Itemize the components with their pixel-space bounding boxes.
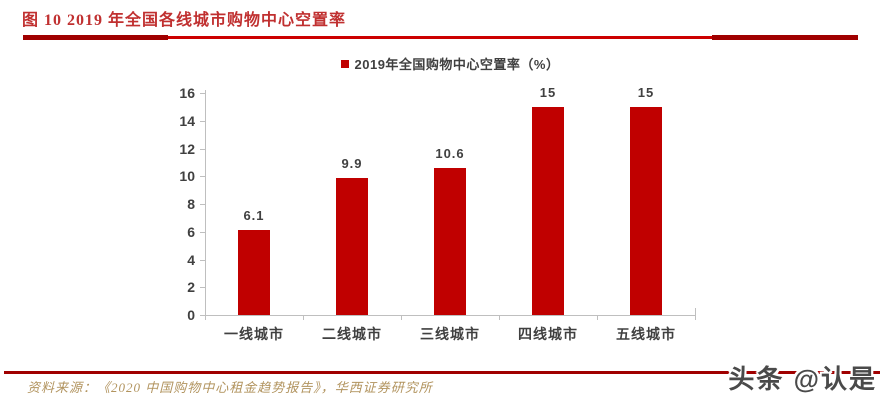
x-axis-tick: [401, 315, 402, 320]
x-axis-tick: [205, 315, 206, 320]
source-note: 资料来源：《2020 中国购物中心租金趋势报告》，华西证券研究所: [27, 380, 433, 395]
bar: [532, 107, 564, 315]
x-axis-category-label: 四线城市: [518, 326, 578, 342]
watermark-toutiao: 头条 @认是: [728, 364, 877, 394]
bar: [238, 230, 270, 315]
y-axis-tick-label: 10: [179, 168, 195, 185]
legend-label: 2019年全国购物中心空置率（%）: [354, 57, 560, 72]
header-rule-middle: [168, 36, 712, 39]
chart-legend: 2019年全国购物中心空置率（%）: [205, 54, 695, 73]
figure-title: 图 10 2019 年全国各线城市购物中心空置率: [22, 12, 347, 29]
legend-square-icon: [340, 59, 349, 68]
x-axis-tick: [499, 315, 500, 320]
bar: [434, 168, 466, 315]
y-axis-tick-label: 8: [187, 196, 195, 212]
x-axis-category-label: 三线城市: [420, 326, 480, 342]
bar: [630, 107, 662, 315]
x-axis-category-label: 五线城市: [616, 326, 676, 342]
y-axis-tick-label: 12: [179, 140, 195, 157]
bar: [336, 178, 368, 315]
x-axis-line: [205, 315, 695, 316]
bar-value-label: 15: [539, 85, 557, 100]
y-axis-tick-label: 2: [187, 279, 195, 296]
x-axis-tick: [695, 315, 696, 320]
y-axis-tick: [200, 204, 205, 205]
y-axis-tick: [200, 148, 205, 150]
bar-value-label: 6.1: [243, 208, 265, 223]
x-axis-tick: [303, 315, 304, 320]
header-rule-left: [23, 35, 168, 40]
x-axis-tick: [597, 315, 598, 320]
y-axis-tick: [200, 287, 205, 289]
bar-value-label: 10.6: [435, 146, 465, 161]
y-axis-tick: [200, 93, 205, 94]
x-axis-category-label: 二线城市: [322, 326, 382, 342]
y-axis-line: [205, 90, 206, 315]
y-axis-tick: [200, 259, 205, 261]
bar-value-label: 9.9: [341, 156, 363, 171]
footer-rule: [4, 371, 880, 374]
y-axis-tick: [200, 120, 205, 122]
y-axis-tick-label: 16: [179, 85, 195, 101]
x-axis-category-label: 一线城市: [224, 326, 284, 342]
x-axis-end-tick: [695, 308, 696, 315]
bar-value-label: 15: [637, 85, 655, 100]
y-axis-tick: [200, 315, 205, 316]
y-axis-tick-label: 4: [187, 251, 195, 268]
y-axis-tick: [200, 231, 205, 233]
y-axis-tick: [200, 176, 205, 178]
y-axis-tick-label: 6: [187, 223, 195, 240]
header-rule-right: [712, 35, 858, 40]
y-axis-tick-label: 14: [179, 112, 195, 129]
y-axis-tick-label: 0: [187, 307, 195, 323]
